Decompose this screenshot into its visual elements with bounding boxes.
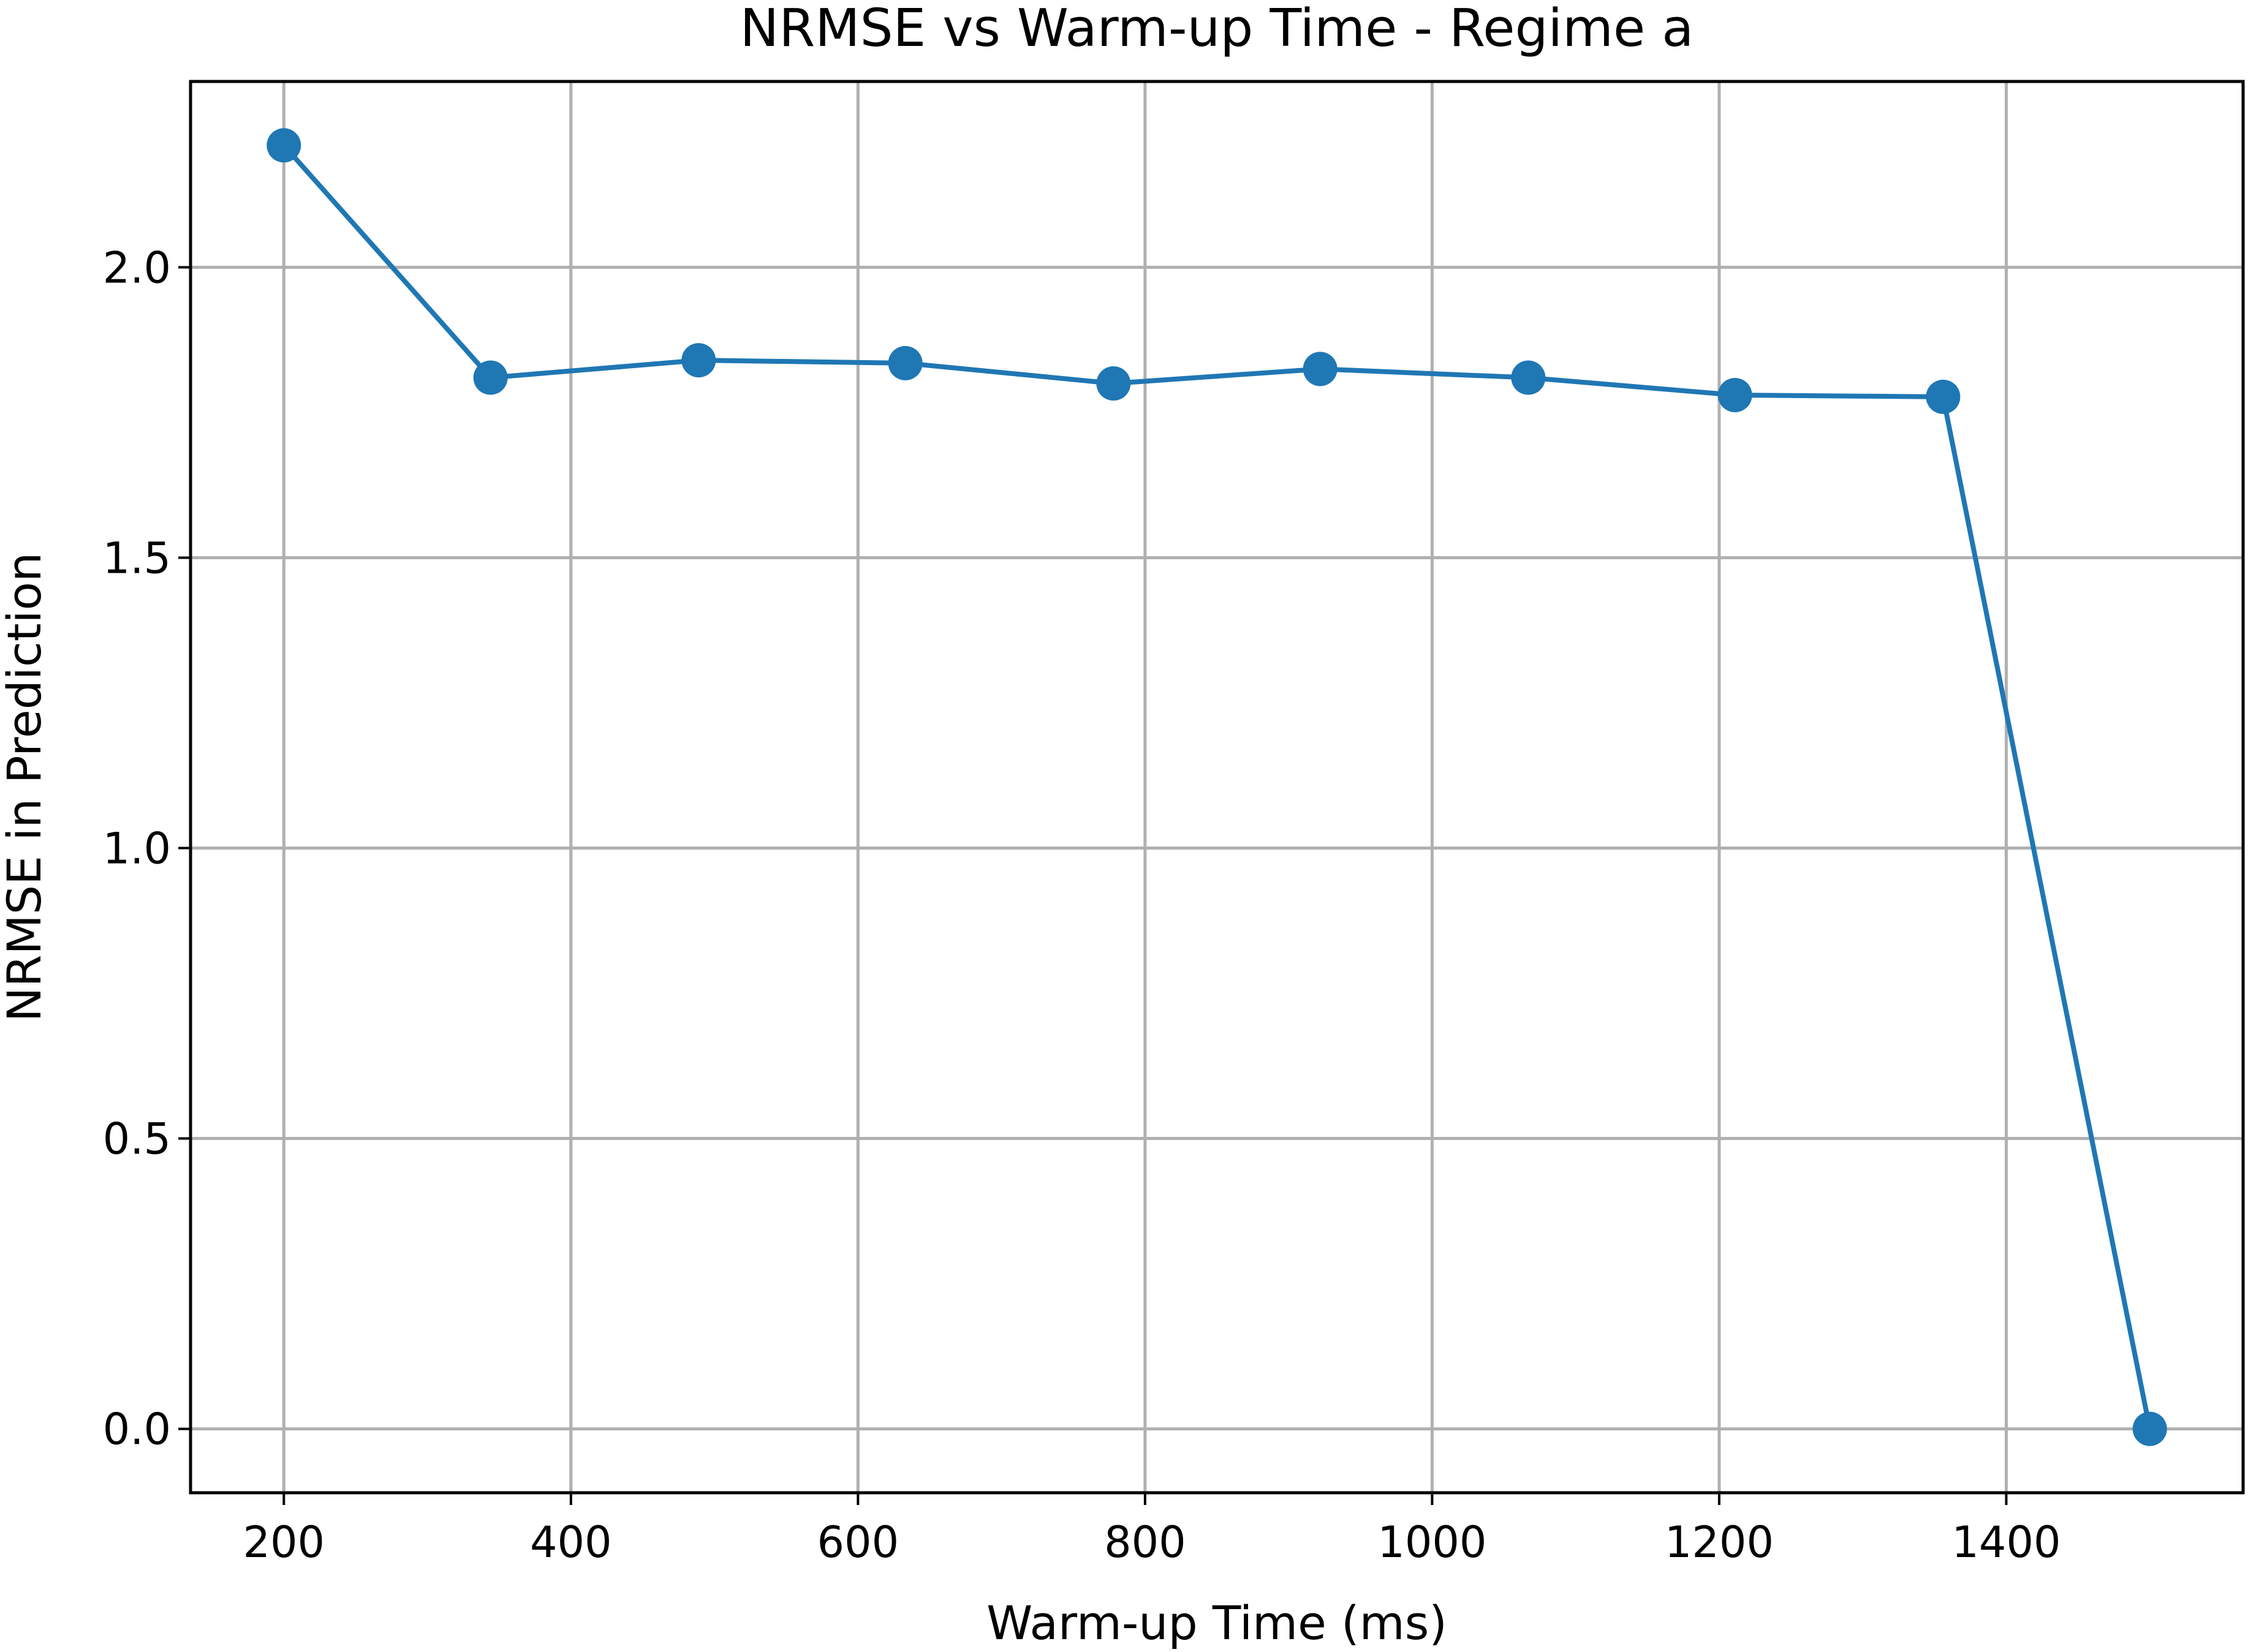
x-tick-label: 400 — [530, 1517, 612, 1567]
data-point — [1303, 352, 1338, 387]
y-tick-label: 1.5 — [103, 533, 171, 583]
grid-lines — [191, 81, 2243, 1493]
y-tick-label: 0.5 — [103, 1114, 171, 1164]
data-point — [1511, 360, 1546, 395]
x-tick-label: 600 — [817, 1517, 899, 1567]
data-point — [267, 128, 301, 163]
data-point — [1096, 366, 1131, 401]
x-tick-label: 800 — [1104, 1517, 1186, 1567]
plot-area-frame — [189, 80, 2245, 1495]
data-point — [2132, 1411, 2167, 1446]
y-tick-label: 1.0 — [103, 824, 171, 874]
x-axis-label: Warm-up Time (ms) — [986, 1596, 1447, 1650]
data-point — [888, 345, 923, 380]
chart-title: NRMSE vs Warm-up Time - Regime a — [740, 0, 1694, 59]
data-point — [473, 360, 508, 395]
data-point — [1926, 379, 1961, 414]
data-series — [267, 128, 2167, 1446]
y-tick-label: 2.0 — [103, 243, 171, 293]
axis-ticks: 200 400 600 800 1000 1200 1400 0.0 0.5 1.0 1.5 2.0 — [103, 243, 2061, 1567]
x-tick-label: 200 — [243, 1517, 325, 1567]
x-tick-label: 1200 — [1665, 1517, 1774, 1567]
x-tick-label: 1000 — [1377, 1517, 1486, 1567]
data-point — [681, 343, 716, 378]
y-axis-label: NRMSE in Prediction — [0, 553, 51, 1022]
series-line — [281, 143, 2152, 1431]
x-tick-label: 1400 — [1951, 1517, 2061, 1567]
y-tick-label: 0.0 — [103, 1405, 171, 1455]
data-point — [1717, 378, 1752, 412]
